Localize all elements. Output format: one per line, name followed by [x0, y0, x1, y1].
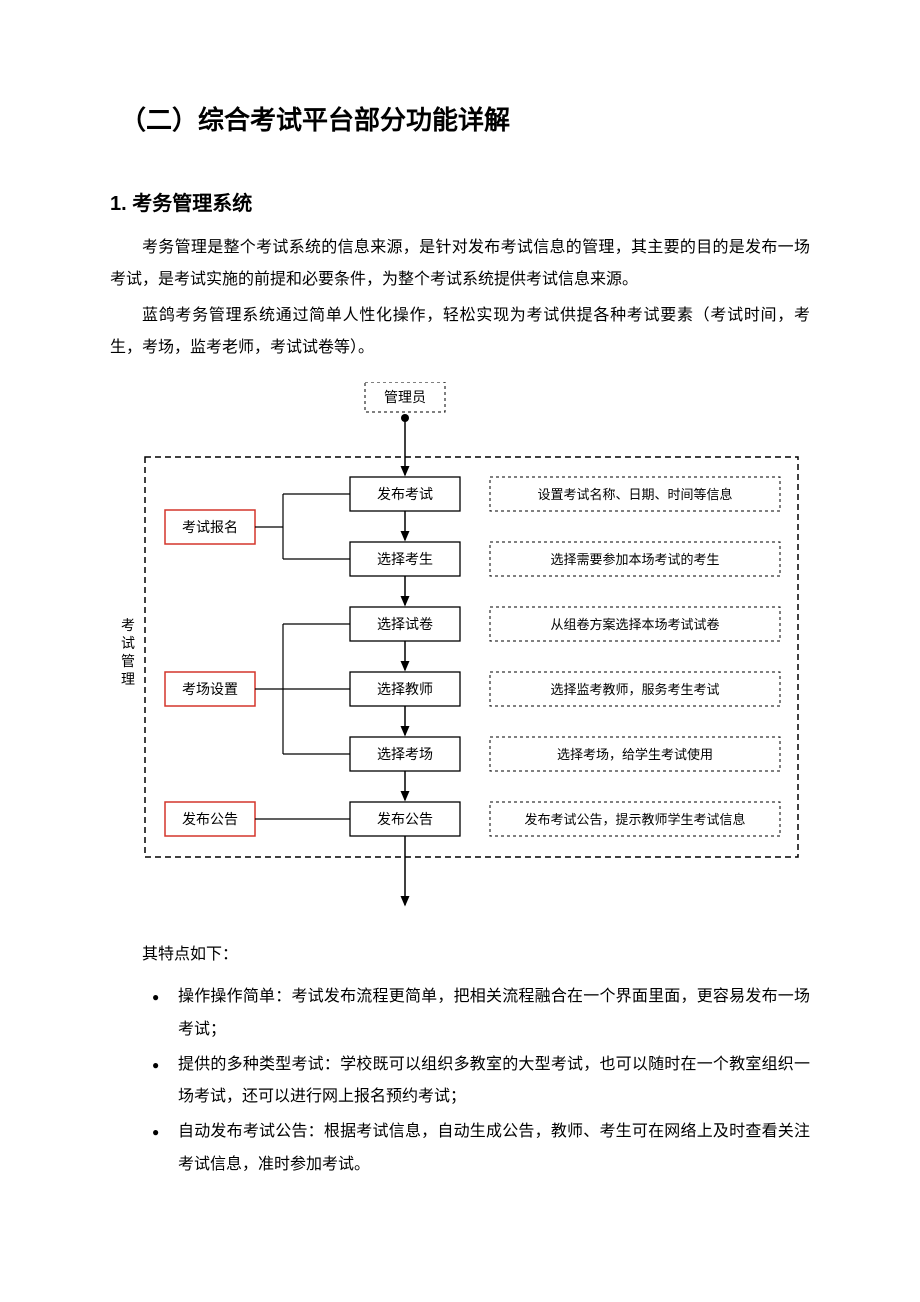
svg-text:选择教师: 选择教师: [377, 682, 433, 698]
document-page: （二）综合考试平台部分功能详解 1. 考务管理系统 考务管理是整个考试系统的信息…: [0, 0, 920, 1302]
svg-text:选择监考教师，服务考生考试: 选择监考教师，服务考生考试: [550, 682, 719, 697]
page-title: （二）综合考试平台部分功能详解: [120, 100, 810, 137]
svg-text:选择考生: 选择考生: [377, 552, 433, 568]
features-list: 操作操作简单：考试发布流程更简单，把相关流程融合在一个界面里面，更容易发布一场考…: [110, 981, 810, 1182]
paragraph-1: 考务管理是整个考试系统的信息来源，是针对发布考试信息的管理，其主要的目的是发布一…: [110, 232, 810, 296]
svg-text:选择考场，给学生考试使用: 选择考场，给学生考试使用: [557, 747, 713, 762]
svg-text:选择考场: 选择考场: [377, 747, 433, 763]
svg-text:发布考试公告，提示教师学生考试信息: 发布考试公告，提示教师学生考试信息: [524, 812, 745, 827]
svg-text:从组卷方案选择本场考试试卷: 从组卷方案选择本场考试试卷: [550, 617, 719, 632]
svg-text:发布公告: 发布公告: [182, 812, 238, 828]
flowchart-container: 考试管理 管理员发布考试 设置考试名称、日期、时间等信息选择考生 选择需要参加本场考试…: [110, 382, 810, 917]
features-lead: 其特点如下：: [110, 939, 810, 971]
svg-text:理: 理: [121, 673, 135, 688]
flowchart-svg: 考试管理 管理员发布考试 设置考试名称、日期、时间等信息选择考生 选择需要参加本场考试…: [110, 382, 810, 912]
section-heading: 1. 考务管理系统: [110, 187, 810, 216]
svg-text:试: 试: [121, 636, 135, 652]
feature-item: 操作操作简单：考试发布流程更简单，把相关流程融合在一个界面里面，更容易发布一场考…: [150, 981, 810, 1047]
svg-text:考: 考: [121, 618, 135, 634]
svg-text:选择需要参加本场考试的考生: 选择需要参加本场考试的考生: [550, 552, 719, 567]
svg-text:选择试卷: 选择试卷: [377, 617, 433, 633]
svg-text:发布考试: 发布考试: [377, 487, 433, 503]
svg-text:管理员: 管理员: [384, 390, 426, 406]
feature-item: 自动发布考试公告：根据考试信息，自动生成公告，教师、考生可在网络上及时查看关注考…: [150, 1116, 810, 1182]
svg-text:考场设置: 考场设置: [182, 682, 238, 698]
paragraph-2: 蓝鸽考务管理系统通过简单人性化操作，轻松实现为考试供提各种考试要素（考试时间，考…: [110, 300, 810, 364]
svg-text:管: 管: [121, 654, 135, 670]
feature-item: 提供的多种类型考试：学校既可以组织多教室的大型考试，也可以随时在一个教室组织一场…: [150, 1049, 810, 1115]
svg-text:设置考试名称、日期、时间等信息: 设置考试名称、日期、时间等信息: [537, 487, 732, 502]
svg-text:发布公告: 发布公告: [377, 812, 433, 828]
svg-text:考试报名: 考试报名: [182, 520, 238, 536]
